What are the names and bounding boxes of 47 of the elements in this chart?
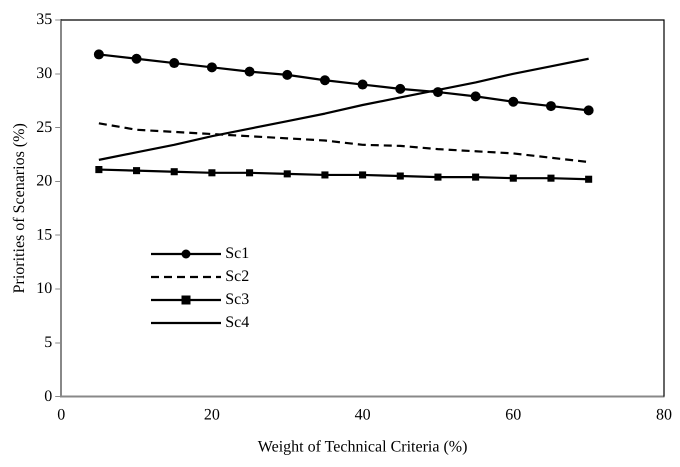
point [432, 87, 443, 98]
y-tick-label: 15 [36, 226, 52, 244]
point [546, 101, 556, 112]
legend-label: Sc2 [225, 268, 250, 286]
y-tick-label: 35 [36, 11, 52, 28]
point [320, 75, 330, 86]
point [244, 66, 255, 77]
point [472, 174, 480, 181]
point [206, 62, 217, 72]
x-axis-title: Weight of Technical Criteria (%) [258, 438, 468, 456]
point [321, 171, 328, 178]
x-tick-label: 60 [505, 406, 522, 424]
point [170, 168, 178, 176]
x-tick-label: 80 [656, 406, 672, 424]
point [358, 80, 368, 90]
point [94, 49, 104, 60]
y-tick-label: 25 [36, 118, 52, 136]
legend-label: Sc4 [225, 314, 250, 332]
point [132, 54, 142, 64]
y-axis-title: Priorities of Scenarios (%) [10, 123, 28, 294]
y-tick-label: 0 [44, 388, 52, 405]
point [282, 70, 292, 80]
point [470, 91, 481, 102]
point [508, 96, 518, 107]
point [396, 172, 404, 180]
point [133, 167, 140, 174]
point [585, 176, 592, 183]
point [208, 169, 216, 176]
point [584, 105, 594, 116]
point [246, 169, 254, 176]
y-tick-label: 5 [44, 334, 52, 352]
point [169, 58, 180, 68]
legend-label: Sc1 [225, 244, 250, 263]
y-tick-label: 30 [36, 65, 52, 82]
point [434, 174, 442, 181]
point [510, 174, 517, 182]
x-tick-label: 20 [204, 406, 220, 424]
y-tick-label: 10 [36, 280, 52, 298]
point [284, 170, 291, 178]
x-tick-label: 40 [354, 406, 371, 424]
point [395, 84, 406, 94]
x-tick-label: 0 [57, 406, 66, 424]
point [95, 166, 102, 174]
legend-label: Sc3 [225, 290, 250, 309]
point [547, 174, 555, 182]
point [359, 171, 366, 178]
y-tick-label: 20 [36, 172, 52, 190]
